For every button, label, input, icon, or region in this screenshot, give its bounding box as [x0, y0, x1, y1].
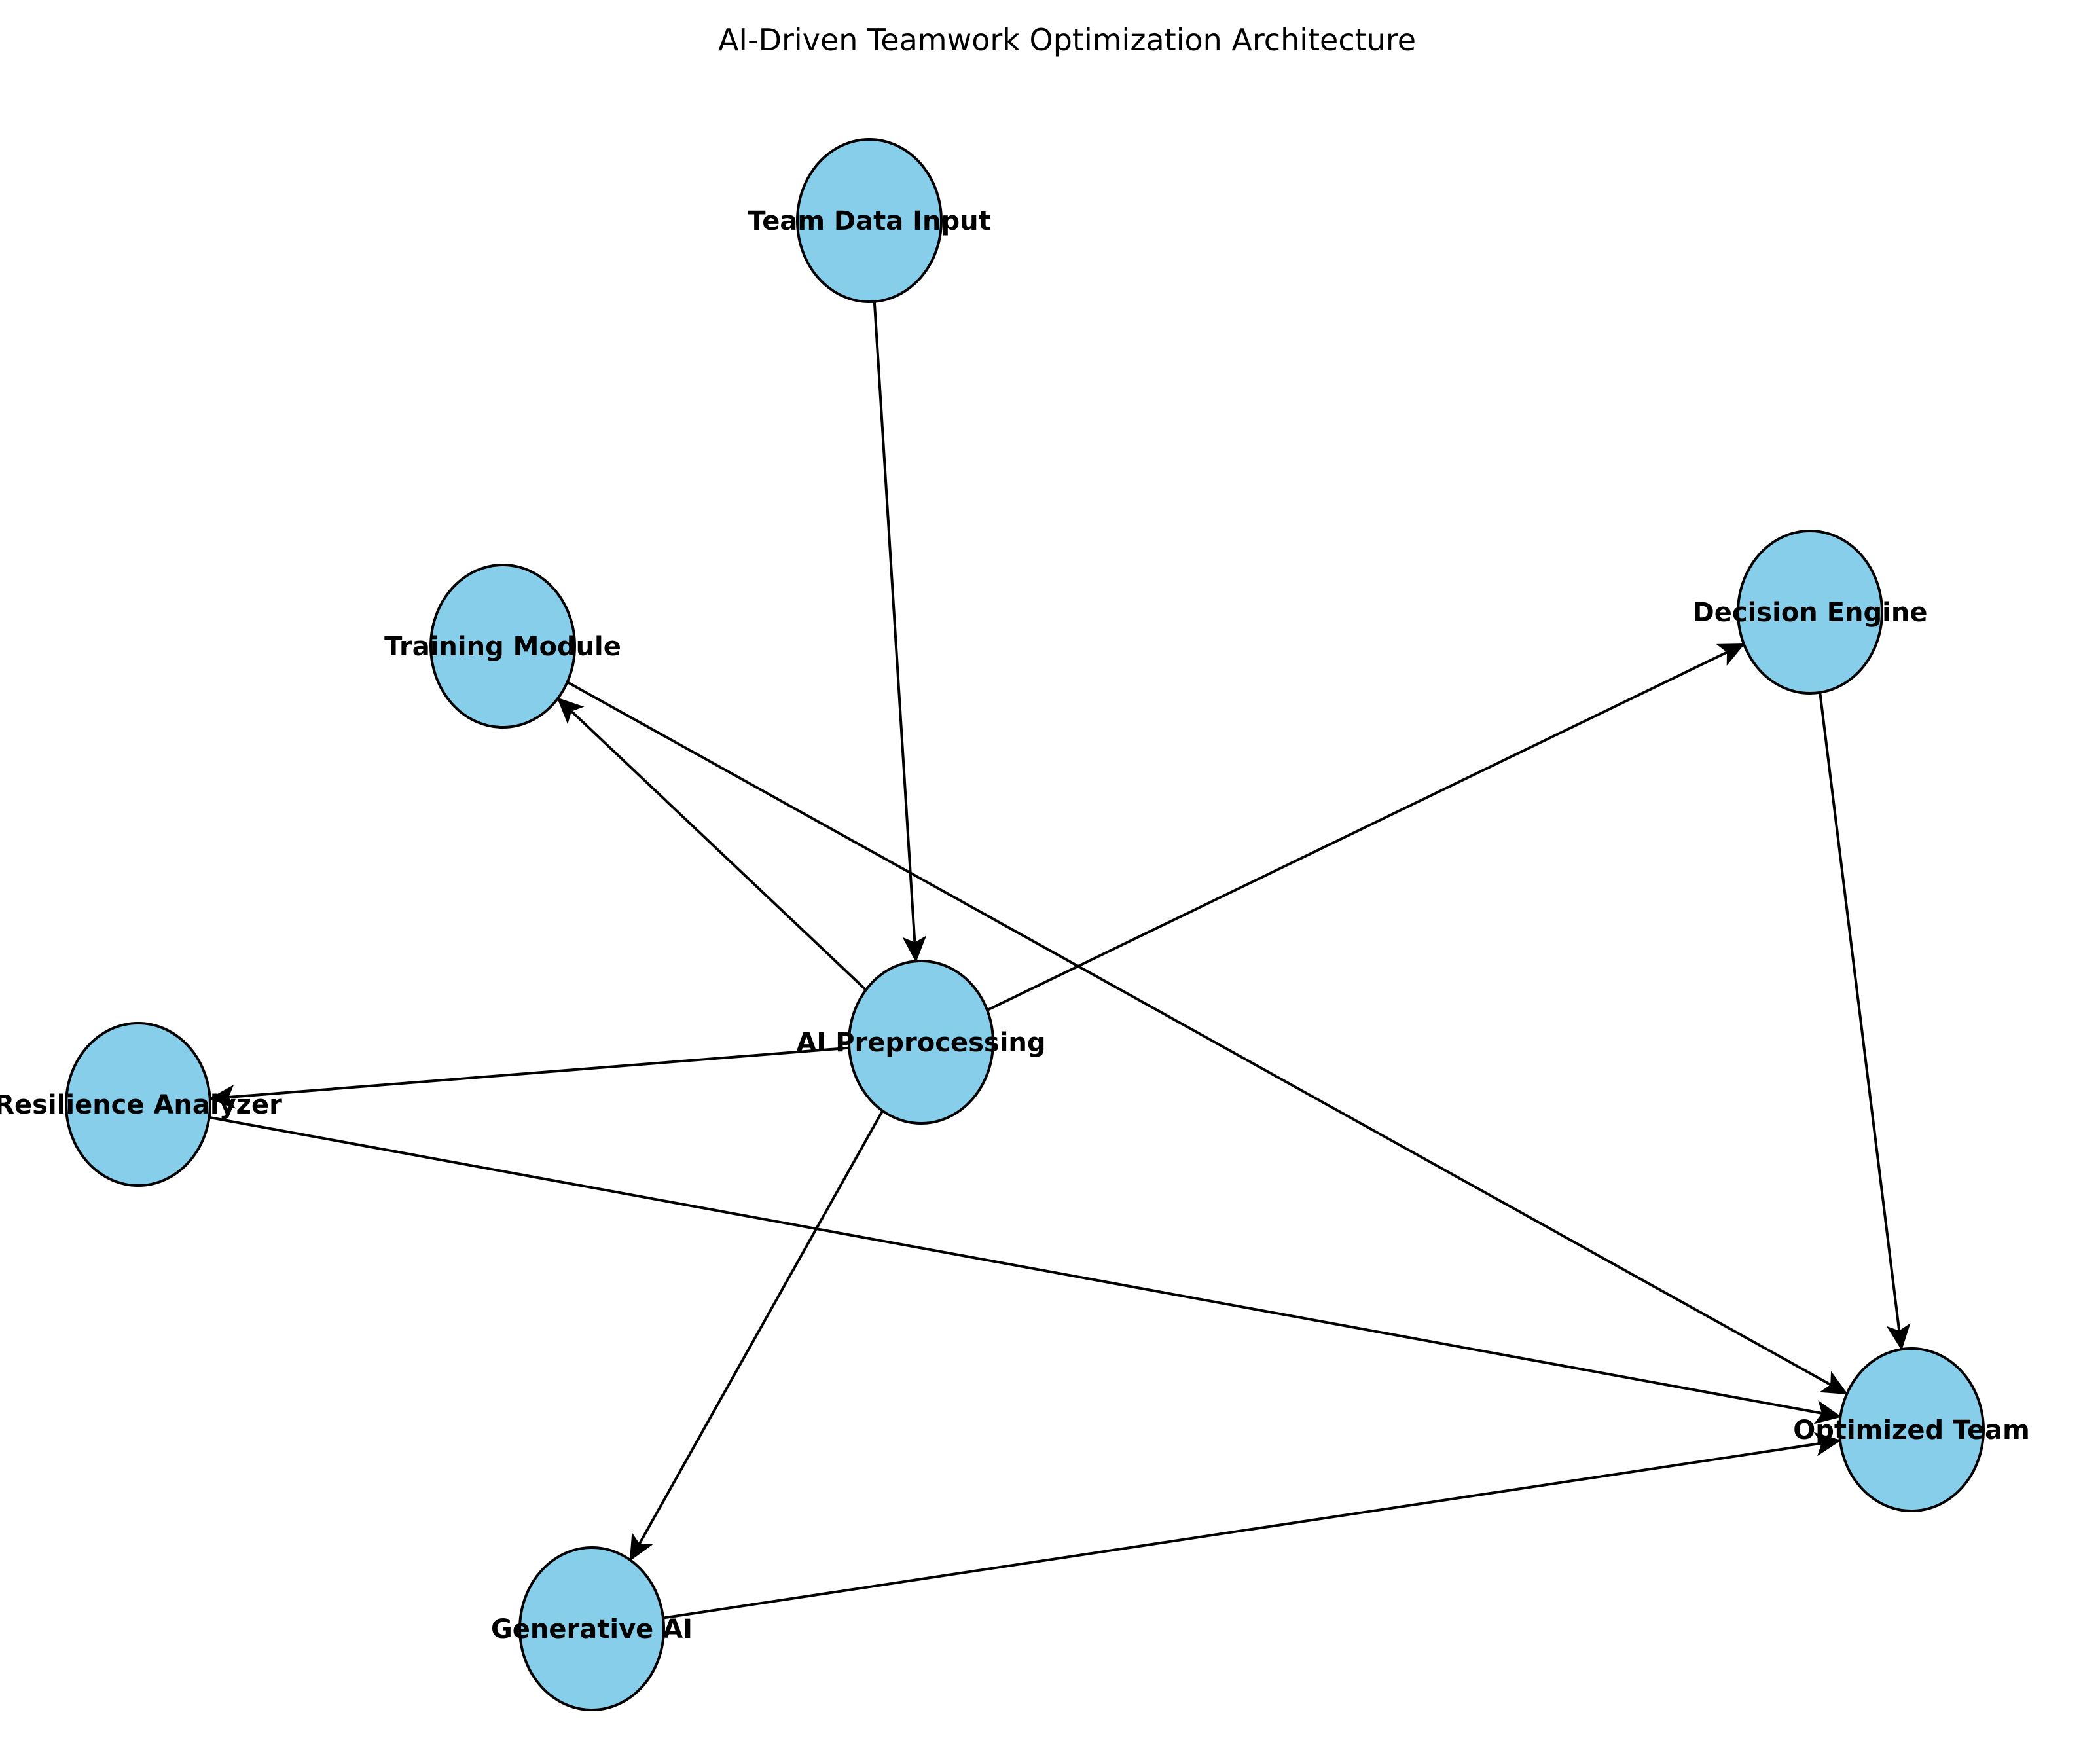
node-training-module — [429, 564, 576, 729]
node-label-training-module: Training Module — [384, 632, 621, 662]
node-label-optimized-team: Optimized Team — [1793, 1415, 2030, 1445]
edge-ai-preprocessing-to-generative-ai — [629, 1110, 884, 1561]
edge-team-data-input-to-ai-preprocessing — [873, 301, 927, 963]
node-label-team-data-input: Team Data Input — [748, 206, 991, 236]
edge-ai-preprocessing-to-resilience-analyzer — [208, 1046, 850, 1109]
node-decision-engine — [1737, 530, 1883, 695]
edge-decision-engine-to-optimized-team — [1819, 692, 1911, 1351]
node-optimized-team — [1838, 1347, 1985, 1512]
node-label-ai-preprocessing: AI Preprocessing — [796, 1028, 1045, 1058]
node-label-resilience-analyzer: Resilience Analyzer — [0, 1090, 282, 1120]
node-ai-preprocessing — [848, 960, 994, 1125]
node-team-data-input — [796, 138, 943, 303]
node-generative-ai — [518, 1546, 665, 1711]
labels-layer: Team Data Input Training Module Decision E… — [0, 206, 2030, 1644]
node-label-generative-ai: Generative AI — [491, 1614, 693, 1644]
edge-generative-ai-to-optimized-team — [662, 1432, 1841, 1620]
edge-training-module-to-optimized-team — [566, 681, 1849, 1395]
edges-layer — [208, 301, 1911, 1620]
node-resilience-analyzer — [65, 1022, 211, 1187]
edge-ai-preprocessing-to-training-module — [556, 697, 867, 991]
edge-resilience-analyzer-to-optimized-team — [209, 1115, 1842, 1424]
figure-title: AI-Driven Teamwork Optimization Architec… — [717, 22, 1417, 58]
edge-ai-preprocessing-to-decision-engine — [987, 643, 1745, 1011]
node-label-decision-engine: Decision Engine — [1693, 598, 1928, 628]
nodes-layer — [65, 138, 1985, 1711]
